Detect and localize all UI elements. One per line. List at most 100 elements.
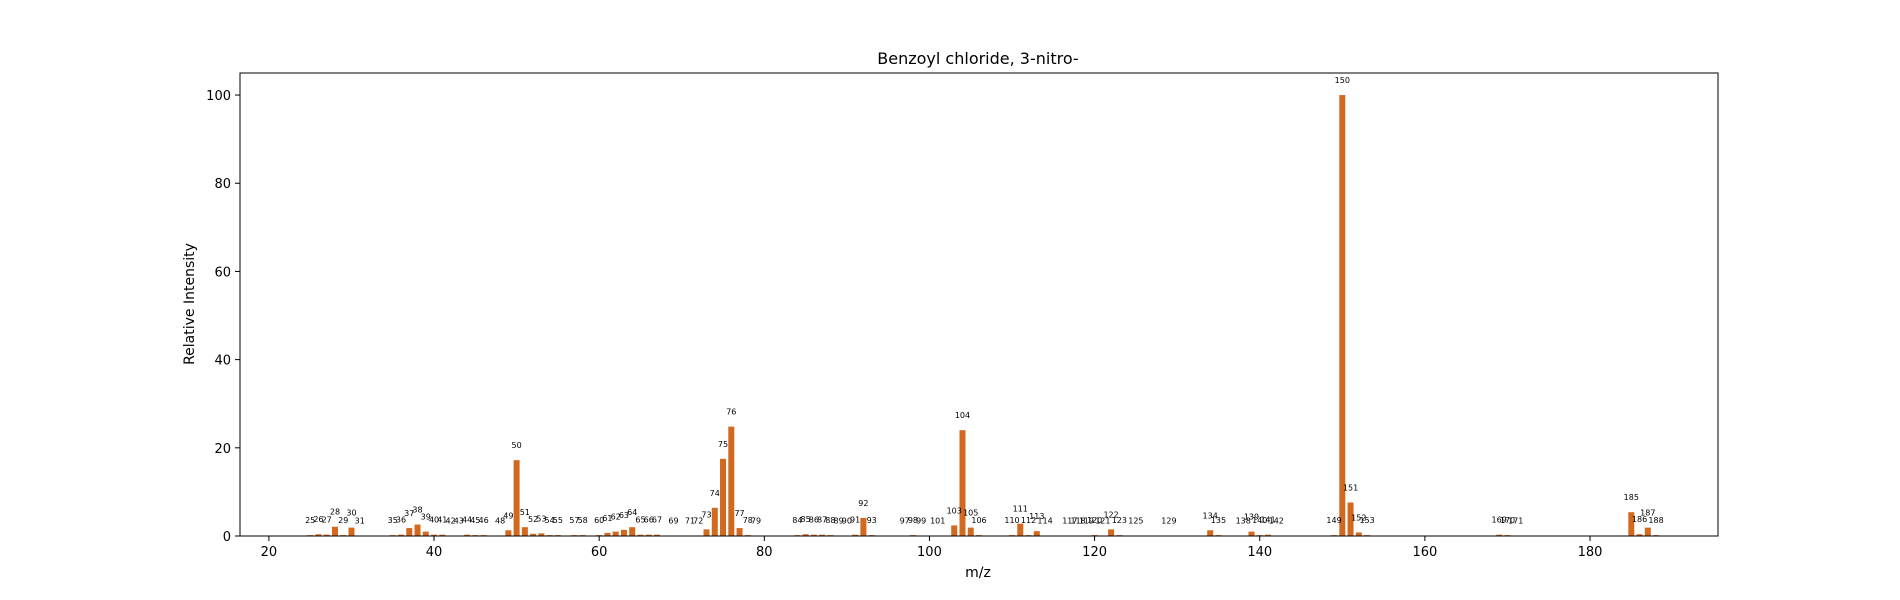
bar-label-mz-171: 171 — [1508, 517, 1523, 526]
bar-mz-28 — [331, 526, 338, 536]
bar-label-mz-92: 92 — [858, 499, 868, 508]
bar-label-mz-46: 46 — [478, 516, 488, 525]
bar-label-mz-186: 186 — [1632, 515, 1647, 524]
bar-mz-61 — [604, 532, 611, 536]
bar-label-mz-97: 97 — [900, 517, 910, 526]
bar-label-mz-135: 135 — [1211, 516, 1226, 525]
bar-mz-40 — [431, 534, 438, 536]
bar-label-mz-123: 123 — [1112, 516, 1127, 525]
bar-mz-103 — [951, 525, 958, 536]
bar-label-mz-150: 150 — [1335, 76, 1350, 85]
bar-label-mz-114: 114 — [1037, 517, 1052, 526]
bar-label-mz-76: 76 — [726, 408, 736, 417]
bar-label-mz-99: 99 — [916, 517, 926, 526]
bar-label-mz-105: 105 — [963, 509, 978, 518]
bar-label-mz-69: 69 — [668, 517, 678, 526]
x-tick-label-100: 100 — [917, 545, 942, 560]
bar-mz-76 — [728, 426, 735, 536]
bar-label-mz-40: 40 — [429, 516, 439, 525]
x-tick-label-120: 120 — [1082, 545, 1107, 560]
bar-mz-64 — [629, 527, 636, 536]
bar-label-mz-54: 54 — [545, 516, 555, 525]
bar-label-mz-125: 125 — [1128, 517, 1143, 526]
bar-label-mz-101: 101 — [930, 517, 945, 526]
bar-label-mz-104: 104 — [955, 411, 970, 420]
bar-label-mz-103: 103 — [947, 506, 962, 515]
bar-mz-105 — [967, 527, 974, 536]
y-tick-label-20: 20 — [214, 442, 231, 457]
bar-label-mz-73: 73 — [701, 510, 711, 519]
bar-mz-62 — [612, 531, 619, 536]
bar-label-mz-90: 90 — [842, 517, 852, 526]
y-tick-label-60: 60 — [214, 265, 231, 280]
bar-mz-66 — [645, 534, 652, 536]
bar-label-mz-138: 138 — [1236, 517, 1251, 526]
bar-mz-74 — [711, 507, 718, 536]
bar-label-mz-119: 119 — [1079, 517, 1094, 526]
bar-mz-38 — [414, 524, 421, 536]
bar-label-mz-139: 139 — [1244, 513, 1259, 522]
bar-label-mz-98: 98 — [908, 516, 918, 525]
bar-label-mz-188: 188 — [1648, 516, 1663, 525]
bar-label-mz-63: 63 — [619, 511, 629, 520]
bar-label-mz-71: 71 — [685, 517, 695, 526]
bar-mz-185 — [1628, 512, 1635, 536]
bar-label-mz-89: 89 — [834, 517, 844, 526]
bar-mz-77 — [736, 528, 743, 536]
bar-label-mz-61: 61 — [602, 514, 612, 523]
bar-mz-152 — [1355, 532, 1362, 536]
x-tick-label-40: 40 — [426, 545, 443, 560]
bar-label-mz-55: 55 — [553, 516, 563, 525]
bar-label-mz-42: 42 — [445, 517, 455, 526]
bar-mz-30 — [348, 527, 355, 536]
bar-label-mz-110: 110 — [1004, 516, 1019, 525]
x-tick-label-60: 60 — [591, 545, 608, 560]
y-axis-ticks: 0 20 40 60 80 100 — [206, 89, 240, 545]
bar-mz-113 — [1033, 531, 1040, 536]
bar-label-mz-149: 149 — [1326, 516, 1341, 525]
bar-label-mz-87: 87 — [817, 516, 827, 525]
bar-label-mz-185: 185 — [1624, 493, 1639, 502]
bar-label-mz-74: 74 — [710, 489, 720, 498]
bar-label-mz-140: 140 — [1252, 516, 1267, 525]
bar-label-mz-112: 112 — [1021, 516, 1036, 525]
chart-title: Benzoyl chloride, 3-nitro- — [877, 49, 1078, 68]
bar-label-mz-120: 120 — [1087, 516, 1102, 525]
bar-label-mz-75: 75 — [718, 440, 728, 449]
bar-mz-41 — [439, 534, 446, 536]
bar-label-mz-52: 52 — [528, 515, 538, 524]
x-tick-label-180: 180 — [1578, 545, 1603, 560]
bar-label-mz-36: 36 — [396, 516, 406, 525]
bar-mz-65 — [637, 534, 644, 536]
bar-mz-63 — [620, 529, 627, 536]
bar-mz-91 — [852, 534, 859, 536]
bar-label-mz-118: 118 — [1070, 517, 1085, 526]
bar-label-mz-88: 88 — [825, 516, 835, 525]
bar-mz-122 — [1108, 529, 1115, 536]
bar-label-mz-57: 57 — [569, 516, 579, 525]
bar-mz-85 — [802, 534, 809, 536]
bar-label-mz-41: 41 — [437, 516, 447, 525]
x-tick-label-140: 140 — [1247, 545, 1272, 560]
x-tick-label-160: 160 — [1412, 545, 1437, 560]
bar-label-mz-39: 39 — [421, 513, 431, 522]
bar-mz-49 — [505, 530, 512, 536]
bar-label-mz-72: 72 — [693, 517, 703, 526]
bar-mz-44 — [464, 534, 471, 536]
bar-label-mz-77: 77 — [734, 509, 744, 518]
bar-label-mz-141: 141 — [1260, 516, 1275, 525]
bar-mz-111 — [1017, 523, 1024, 536]
bar-label-mz-129: 129 — [1161, 517, 1176, 526]
bar-mz-27 — [323, 534, 330, 536]
y-tick-label-80: 80 — [214, 177, 231, 192]
bar-mz-36 — [398, 534, 405, 536]
bar-label-mz-84: 84 — [792, 516, 802, 525]
bar-mz-187 — [1644, 527, 1651, 536]
bar-mz-150 — [1339, 95, 1346, 537]
bar-label-mz-134: 134 — [1203, 511, 1218, 520]
y-tick-label-100: 100 — [206, 89, 231, 104]
y-axis-label: Relative Intensity — [182, 243, 198, 365]
bar-label-mz-30: 30 — [346, 509, 356, 518]
bar-label-mz-169: 169 — [1492, 516, 1507, 525]
